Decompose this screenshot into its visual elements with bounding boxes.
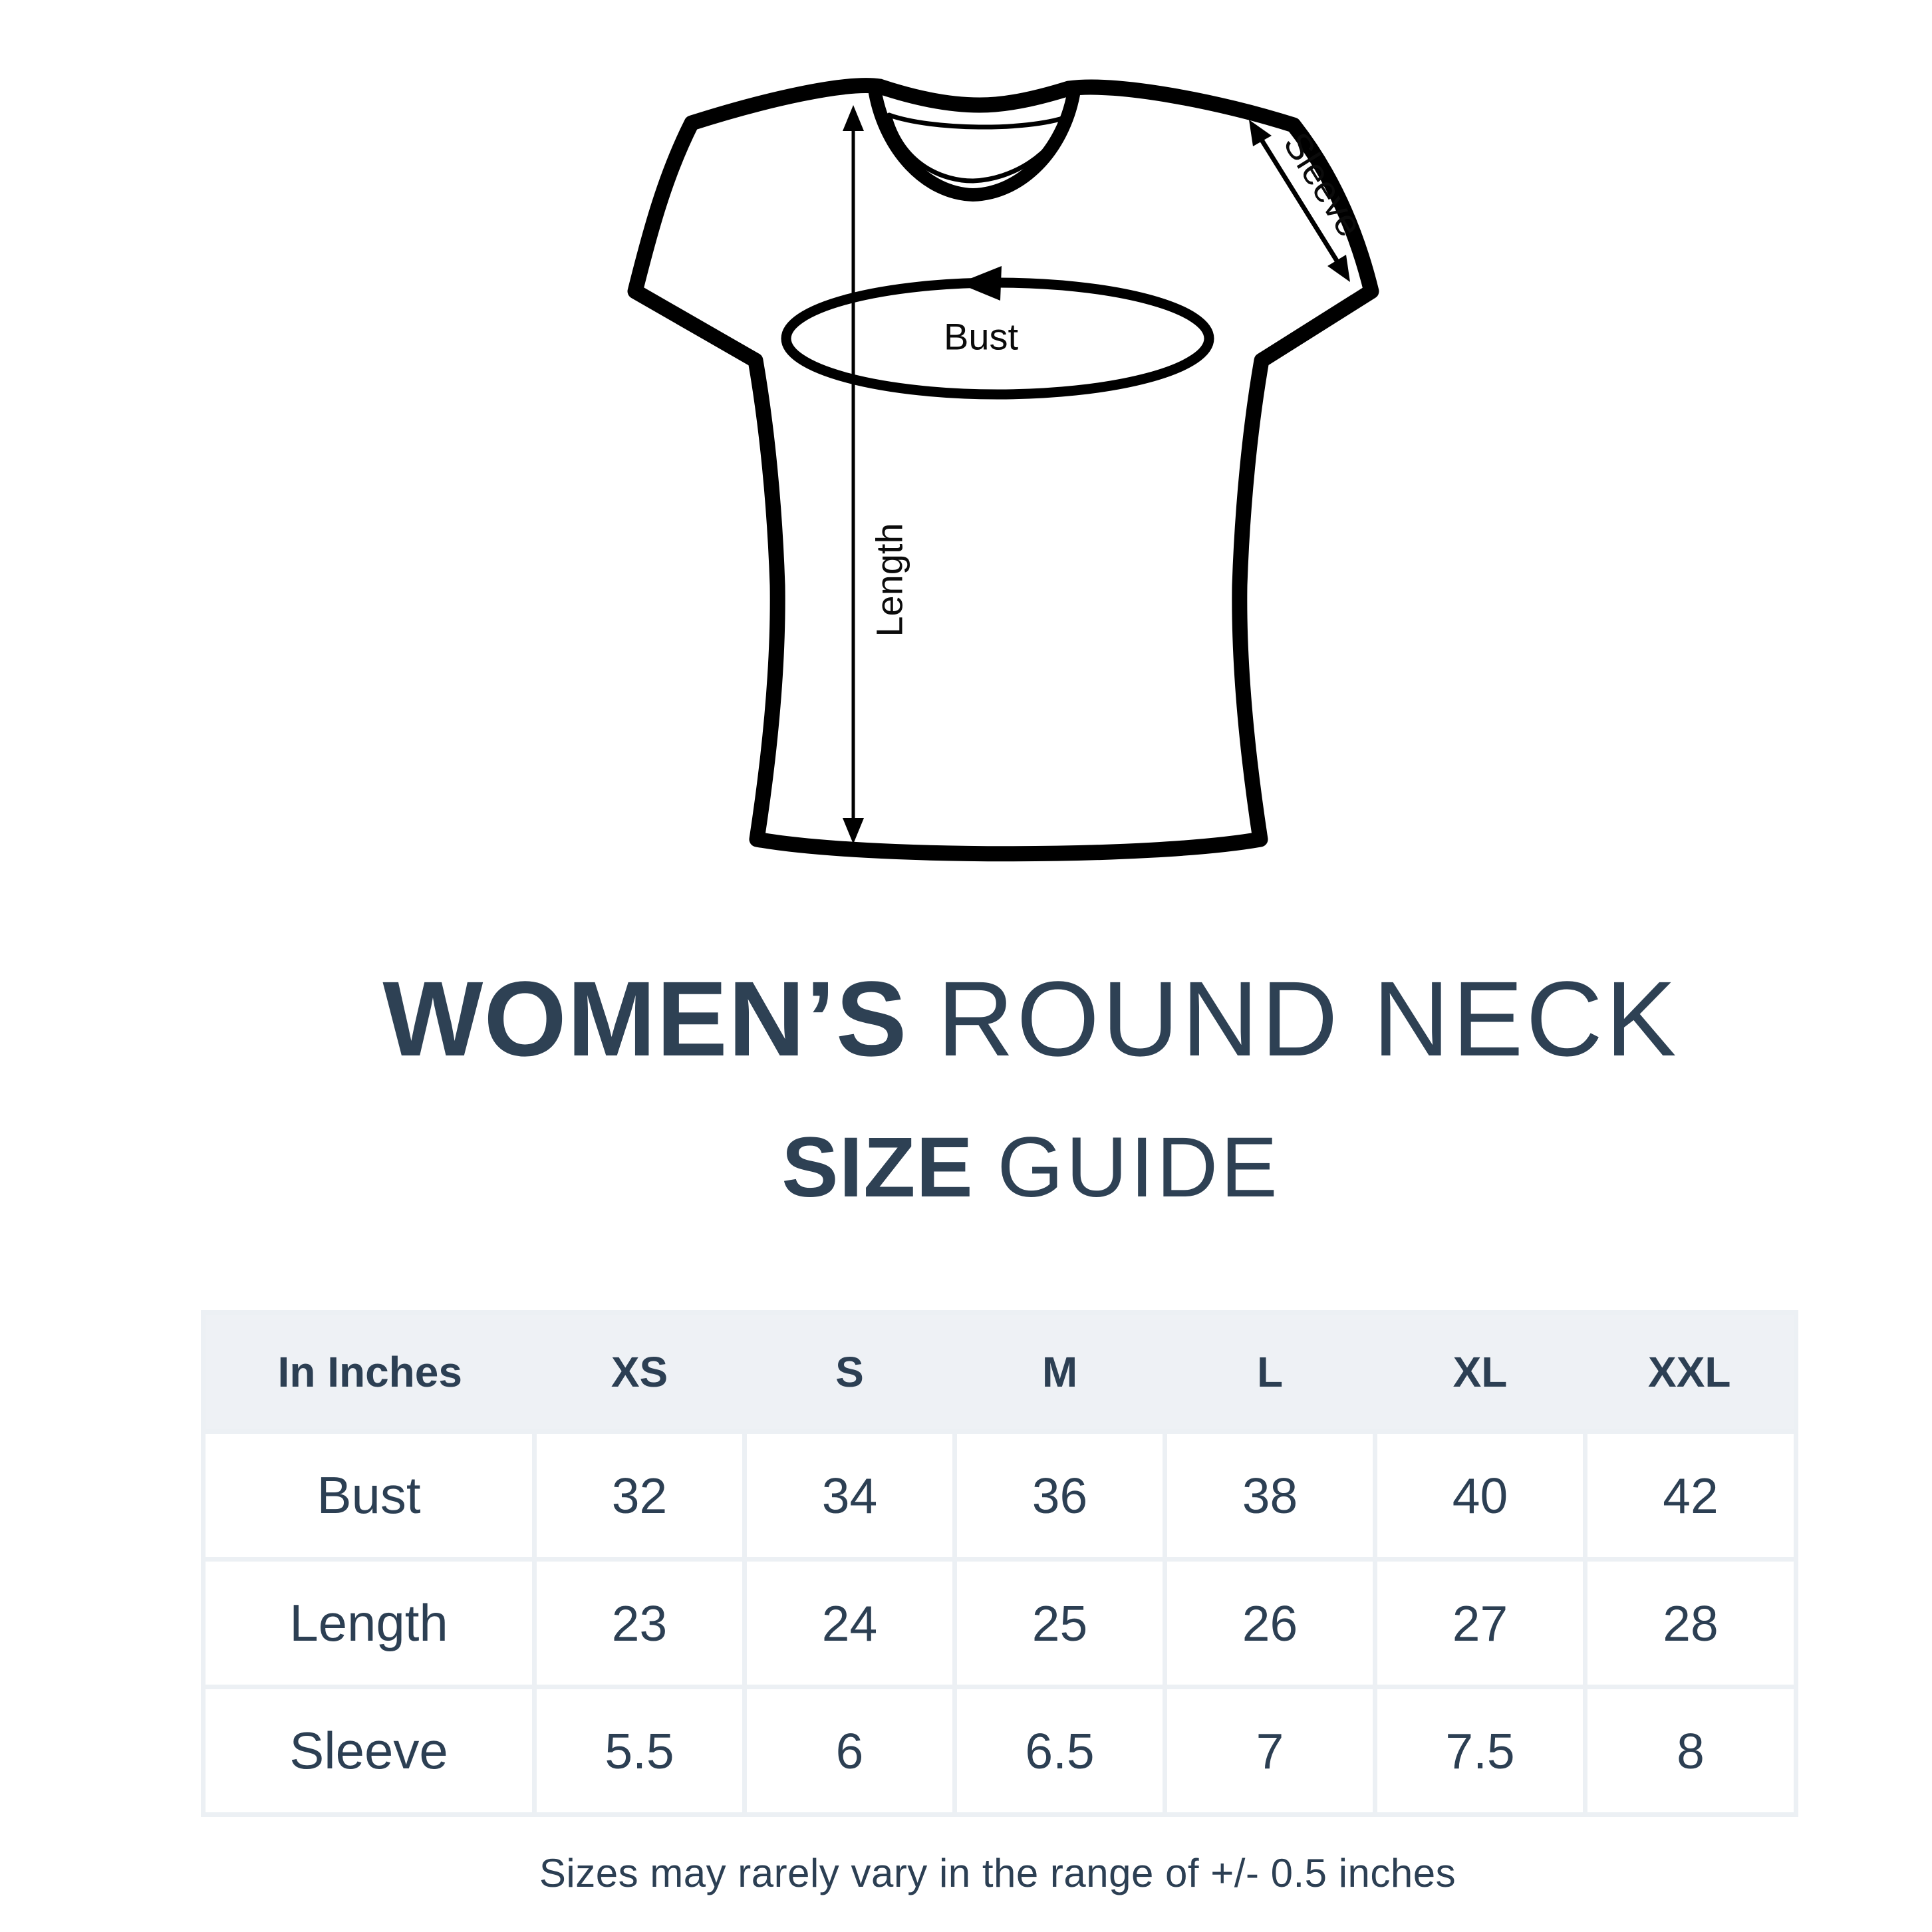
unit-header-cell: In Inches [203,1312,535,1432]
bust-label: Bust [944,316,1018,358]
row-label-length: Length [201,1557,537,1689]
sleeve-xs: 5.5 [532,1685,747,1817]
size-table-header: In Inches XS S M L XL XXL [203,1312,1796,1432]
bust-l: 38 [1163,1429,1377,1562]
length-arrowhead-top [843,105,864,131]
table-row-length: Length 23 24 25 26 27 28 [201,1557,1798,1689]
sleeve-arrow-line [1254,129,1345,273]
length-s: 24 [742,1557,957,1689]
row-label-sleeve: Sleeve [201,1685,537,1817]
table-row-bust: Bust 32 34 36 38 40 42 [201,1429,1798,1562]
sleeve-l: 7 [1163,1685,1377,1817]
length-xl: 27 [1373,1557,1587,1689]
size-table: In Inches XS S M L XL XXL Bust 32 34 36 … [201,1310,1798,1817]
size-header-s: S [744,1312,955,1432]
page-subtitle-bold: SIZE [781,1120,974,1215]
collar-inner-top-line [887,112,1069,130]
length-m: 25 [952,1557,1167,1689]
bust-arrowhead [958,266,1002,301]
page-subtitle-light: GUIDE [997,1120,1280,1215]
collar-inner-bottom-line [887,112,1069,184]
tshirt-outline [627,78,1379,862]
page-title: WOMEN’S ROUND NECK [133,966,1929,1072]
bust-xl: 40 [1373,1429,1587,1562]
tshirt-measurement-diagram: Bust Length Sleeve [599,33,1430,898]
size-header-l: L [1165,1312,1375,1432]
length-xs: 23 [532,1557,747,1689]
bust-s: 34 [742,1429,957,1562]
page-title-light: ROUND NECK [937,959,1679,1078]
size-header-xs: XS [534,1312,745,1432]
page-subtitle: SIZE GUIDE [133,1125,1929,1210]
table-row-sleeve: Sleeve 5.5 6 6.5 7 7.5 8 [201,1685,1798,1817]
size-header-m: M [954,1312,1165,1432]
tshirt-diagram-svg: Bust Length Sleeve [627,78,1379,862]
sleeve-s: 6 [742,1685,957,1817]
sleeve-m: 6.5 [952,1685,1167,1817]
table-header-row: In Inches XS S M L XL XXL [203,1312,1796,1432]
length-arrowhead-bottom [843,818,864,844]
bust-xxl: 42 [1583,1429,1798,1562]
size-header-xl: XL [1375,1312,1586,1432]
page-title-bold: WOMEN’S [382,959,908,1078]
length-label: Length [869,523,910,636]
sleeve-arrowhead-top [1249,120,1272,146]
length-l: 26 [1163,1557,1377,1689]
bust-xs: 32 [532,1429,747,1562]
sleeve-arrowhead-bottom [1327,255,1350,282]
sleeve-xxl: 8 [1583,1685,1798,1817]
bust-m: 36 [952,1429,1167,1562]
tolerance-note: Sizes may rarely vary in the range of +/… [539,1851,1456,1895]
sleeve-xl: 7.5 [1373,1685,1587,1817]
length-xxl: 28 [1583,1557,1798,1689]
size-header-xxl: XXL [1585,1312,1796,1432]
row-label-bust: Bust [201,1429,537,1562]
